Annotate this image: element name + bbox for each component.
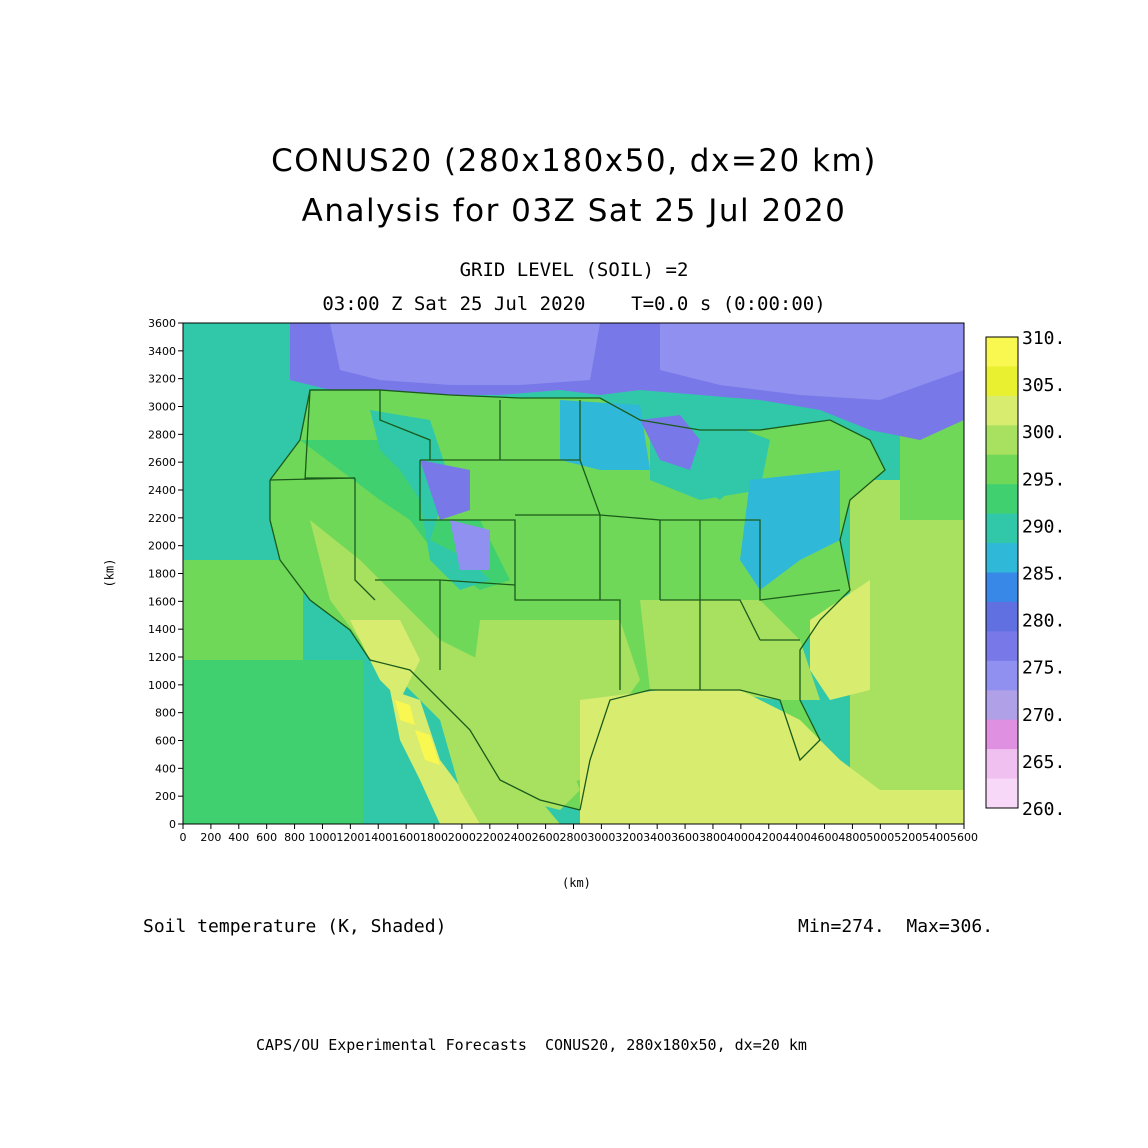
colorbar-swatch: [986, 749, 1018, 780]
colorbar-swatch: [986, 601, 1018, 632]
y-tick-label: 2600: [148, 456, 176, 469]
colorbar-label: 270.: [1022, 705, 1065, 726]
y-tick-label: 600: [155, 735, 176, 748]
colorbar-label: 285.: [1022, 564, 1065, 585]
colorbar-label: 300.: [1022, 422, 1065, 443]
colorbar-label: 260.: [1022, 799, 1065, 820]
y-tick-label: 2200: [148, 512, 176, 525]
min-max-label: Min=274. Max=306.: [798, 916, 994, 937]
colorbar-swatch: [986, 690, 1018, 721]
x-axis-ticks: 0 200 400 600 800 1000 1200 1400 1600 1800 2000 220…: [180, 824, 978, 844]
geographic-boundaries: [269, 389, 886, 811]
colorbar-label: 290.: [1022, 516, 1065, 537]
colorbar-label: 305.: [1022, 375, 1065, 396]
variable-label: Soil temperature (K, Shaded): [143, 916, 447, 937]
x-tick-label: 4800: [838, 831, 866, 844]
x-tick-label: 2200: [476, 831, 504, 844]
x-tick-label: 3400: [643, 831, 671, 844]
y-tick-label: 3000: [148, 401, 176, 414]
colorbar-swatch: [986, 366, 1018, 397]
x-tick-label: 4000: [727, 831, 755, 844]
x-tick-label: 3000: [587, 831, 615, 844]
x-axis-label: (km): [562, 876, 591, 890]
y-tick-label: 1400: [148, 623, 176, 636]
x-tick-label: 0: [180, 831, 187, 844]
y-tick-label: 0: [169, 818, 176, 831]
y-tick-label: 3400: [148, 345, 176, 358]
x-tick-label: 4400: [783, 831, 811, 844]
valid-time-label: 03:00 Z Sat 25 Jul 2020 T=0.0 s (0:00:00…: [322, 293, 826, 315]
y-tick-label: 2000: [148, 540, 176, 553]
x-tick-label: 2000: [448, 831, 476, 844]
colorbar-frame: [985, 336, 1019, 809]
colorbar-swatch: [986, 719, 1018, 750]
x-tick-label: 800: [284, 831, 305, 844]
x-tick-label: 1000: [308, 831, 336, 844]
y-tick-label: 1600: [148, 595, 176, 608]
colorbar-swatch: [986, 660, 1018, 691]
x-tick-label: 2400: [504, 831, 532, 844]
colorbar-label: 275.: [1022, 658, 1065, 679]
y-tick-label: 1000: [148, 679, 176, 692]
colorbar-label: 295.: [1022, 469, 1065, 490]
x-tick-label: 1200: [336, 831, 364, 844]
x-tick-label: 3800: [699, 831, 727, 844]
colorbar-label: 265.: [1022, 752, 1065, 773]
x-tick-label: 3600: [671, 831, 699, 844]
y-axis-label: (km): [102, 558, 117, 588]
y-tick-label: 3200: [148, 373, 176, 386]
x-tick-label: 4200: [755, 831, 783, 844]
colorbar-swatch: [986, 778, 1018, 809]
colorbar-swatch: [986, 572, 1018, 603]
y-tick-label: 1800: [148, 568, 176, 581]
y-axis-ticks: 0 200 400 600 800 1000 1200 1400 1600 1800 2000 220…: [148, 317, 183, 831]
x-tick-label: 600: [256, 831, 277, 844]
colorbar-swatch: [986, 543, 1018, 573]
colorbar-swatch: [986, 425, 1018, 456]
y-tick-label: 200: [155, 790, 176, 803]
colorbar-label: 280.: [1022, 611, 1065, 632]
y-tick-label: 2800: [148, 428, 176, 441]
colorbar-label: 310.: [1022, 328, 1065, 349]
colorbar-swatch: [986, 337, 1018, 367]
x-tick-label: 5000: [866, 831, 894, 844]
colorbar-swatch: [986, 454, 1018, 485]
y-tick-label: 2400: [148, 484, 176, 497]
y-tick-label: 3600: [148, 317, 176, 330]
colorbar-swatch: [986, 513, 1018, 544]
x-tick-label: 2800: [560, 831, 588, 844]
x-tick-label: 1800: [420, 831, 448, 844]
colorbar-swatch: [986, 631, 1018, 662]
colorbar-swatch: [986, 395, 1018, 426]
x-tick-label: 1600: [392, 831, 420, 844]
x-tick-label: 2600: [532, 831, 560, 844]
x-tick-label: 1400: [364, 831, 392, 844]
y-tick-label: 800: [155, 707, 176, 720]
y-tick-label: 1200: [148, 651, 176, 664]
x-tick-label: 5200: [894, 831, 922, 844]
credit-label: CAPS/OU Experimental Forecasts CONUS20, …: [256, 1036, 807, 1054]
title-line-2: Analysis for 03Z Sat 25 Jul 2020: [301, 193, 847, 229]
x-tick-label: 3200: [615, 831, 643, 844]
x-tick-label: 200: [200, 831, 221, 844]
grid-level-label: GRID LEVEL (SOIL) =2: [459, 259, 689, 281]
title-line-1: CONUS20 (280x180x50, dx=20 km): [271, 143, 877, 179]
x-tick-label: 400: [228, 831, 249, 844]
colorbar-swatch: [986, 484, 1018, 515]
x-tick-label: 5400: [922, 831, 950, 844]
x-tick-label: 4600: [811, 831, 839, 844]
y-tick-label: 400: [155, 762, 176, 775]
colorbar: 310. 305. 300. 295. 290. 285. 280. 275. 270. 265.…: [985, 328, 1065, 820]
x-tick-label: 5600: [950, 831, 978, 844]
